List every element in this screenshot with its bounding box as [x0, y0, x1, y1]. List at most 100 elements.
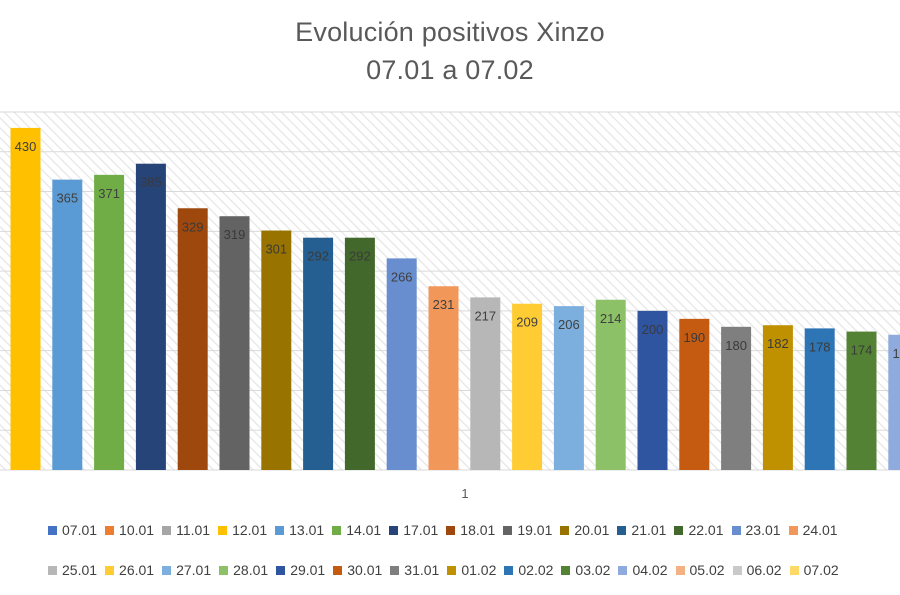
legend-item-07.02: 07.02 [789, 562, 839, 578]
bar-17.01 [261, 230, 292, 470]
legend-item-17.01: 17.01 [389, 522, 438, 538]
data-label-29.01: 182 [767, 336, 789, 351]
legend-label: 05.02 [689, 562, 725, 578]
legend-label: 29.01 [290, 562, 326, 578]
bars-group [10, 127, 900, 471]
data-label-23.01: 209 [516, 315, 538, 330]
bar-30.01 [804, 328, 835, 470]
data-label-20.01: 266 [391, 269, 413, 284]
data-label-07.01: 430 [15, 139, 37, 154]
legend-item-26.01: 26.01 [105, 562, 154, 578]
legend-item-31.01: 31.01 [390, 562, 439, 578]
legend-swatch [275, 525, 285, 535]
legend-label: 22.01 [688, 522, 724, 538]
legend-item-30.01: 30.01 [333, 562, 382, 578]
legend-swatch [389, 525, 399, 535]
legend-swatch [390, 565, 400, 575]
legend-item-10.01: 10.01 [105, 522, 154, 538]
data-label-10.01: 365 [56, 191, 78, 206]
legend-item-14.01: 14.01 [332, 522, 381, 538]
legend-swatch [560, 525, 570, 535]
legend-label: 30.01 [347, 562, 383, 578]
legend-label: 06.02 [746, 562, 782, 578]
legend-swatch [219, 565, 229, 575]
bar-21.01 [428, 286, 459, 470]
legend-label: 18.01 [460, 522, 496, 538]
legend-label: 21.01 [631, 522, 667, 538]
legend-swatch [617, 525, 627, 535]
data-label-25.01: 214 [600, 311, 622, 326]
legend-label: 23.01 [745, 522, 781, 538]
legend-swatch [48, 565, 57, 575]
legend-label: 04.02 [632, 562, 668, 578]
legend-item-29.01: 29.01 [276, 562, 325, 578]
data-label-31.01: 174 [851, 343, 873, 358]
legend-swatch [162, 525, 172, 535]
legend-swatch [105, 565, 115, 575]
bar-31.01 [846, 331, 877, 470]
bar-24.01 [553, 306, 584, 470]
data-label-22.01: 217 [474, 308, 496, 323]
data-label-19.01: 292 [349, 249, 371, 264]
legend-swatch [447, 565, 457, 575]
legend-item-23.01: 23.01 [731, 522, 781, 538]
bar-19.01 [344, 237, 375, 470]
bar-11.01 [94, 174, 125, 471]
legend-item-03.02: 03.02 [561, 562, 610, 578]
legend-label: 20.01 [574, 522, 610, 538]
bar-01.02 [888, 334, 900, 470]
bar-14.01 [219, 216, 250, 470]
bar-26.01 [637, 310, 668, 470]
bar-27.01 [679, 318, 710, 470]
data-label-21.01: 231 [433, 297, 455, 312]
data-label-26.01: 200 [642, 322, 664, 337]
legend-label: 28.01 [233, 562, 269, 578]
data-label-13.01: 329 [182, 219, 204, 234]
legend-swatch [618, 565, 628, 575]
chart-title: Evolución positivos Xinzo [295, 17, 605, 47]
bar-13.01 [177, 208, 208, 471]
legend-swatch [218, 525, 228, 535]
legend-item-06.02: 06.02 [732, 562, 782, 578]
legend-label: 07.02 [803, 562, 839, 578]
legend-swatch [333, 565, 343, 575]
legend-swatch [105, 525, 115, 535]
bar-29.01 [762, 325, 793, 470]
legend-item-04.02: 04.02 [618, 562, 668, 578]
data-label-11.01: 371 [98, 186, 120, 201]
legend-label: 19.01 [517, 522, 553, 538]
legend-item-25.01: 25.01 [48, 562, 97, 578]
legend-label: 03.02 [575, 562, 611, 578]
data-label-14.01: 319 [224, 227, 246, 242]
legend-swatch [561, 565, 571, 575]
legend-label: 02.02 [518, 562, 554, 578]
legend-item-12.01: 12.01 [218, 522, 267, 538]
bar-22.01 [470, 297, 501, 470]
legend-item-19.01: 19.01 [503, 522, 552, 538]
legend-item-20.01: 20.01 [560, 522, 609, 538]
bar-28.01 [721, 326, 752, 470]
data-label-17.01: 301 [265, 242, 287, 257]
legend-label: 07.01 [62, 522, 98, 538]
legend-item-11.01: 11.01 [162, 522, 210, 538]
legend-swatch [503, 525, 513, 535]
legend-swatch [731, 525, 741, 535]
bar-12.01 [135, 163, 166, 470]
bar-20.01 [386, 258, 417, 470]
legend-item-22.01: 22.01 [674, 522, 724, 538]
legend-item-07.01: 07.01 [48, 522, 97, 538]
chart-subtitle: 07.01 a 07.02 [366, 55, 534, 85]
legend-label: 25.01 [62, 562, 98, 578]
legend-swatch [675, 565, 685, 575]
legend-item-24.01: 24.01 [788, 522, 838, 538]
data-label-28.01: 180 [725, 338, 747, 353]
legend-item-18.01: 18.01 [446, 522, 495, 538]
legend-item-28.01: 28.01 [219, 562, 268, 578]
bar-10.01 [52, 179, 83, 470]
legend-swatch [504, 565, 514, 575]
legend-item-21.01: 21.01 [617, 522, 666, 538]
legend-swatch [162, 565, 172, 575]
legend: 07.01 10.01 11.01 12.01 13.01 14.01 17.01 18.01… [48, 522, 878, 578]
